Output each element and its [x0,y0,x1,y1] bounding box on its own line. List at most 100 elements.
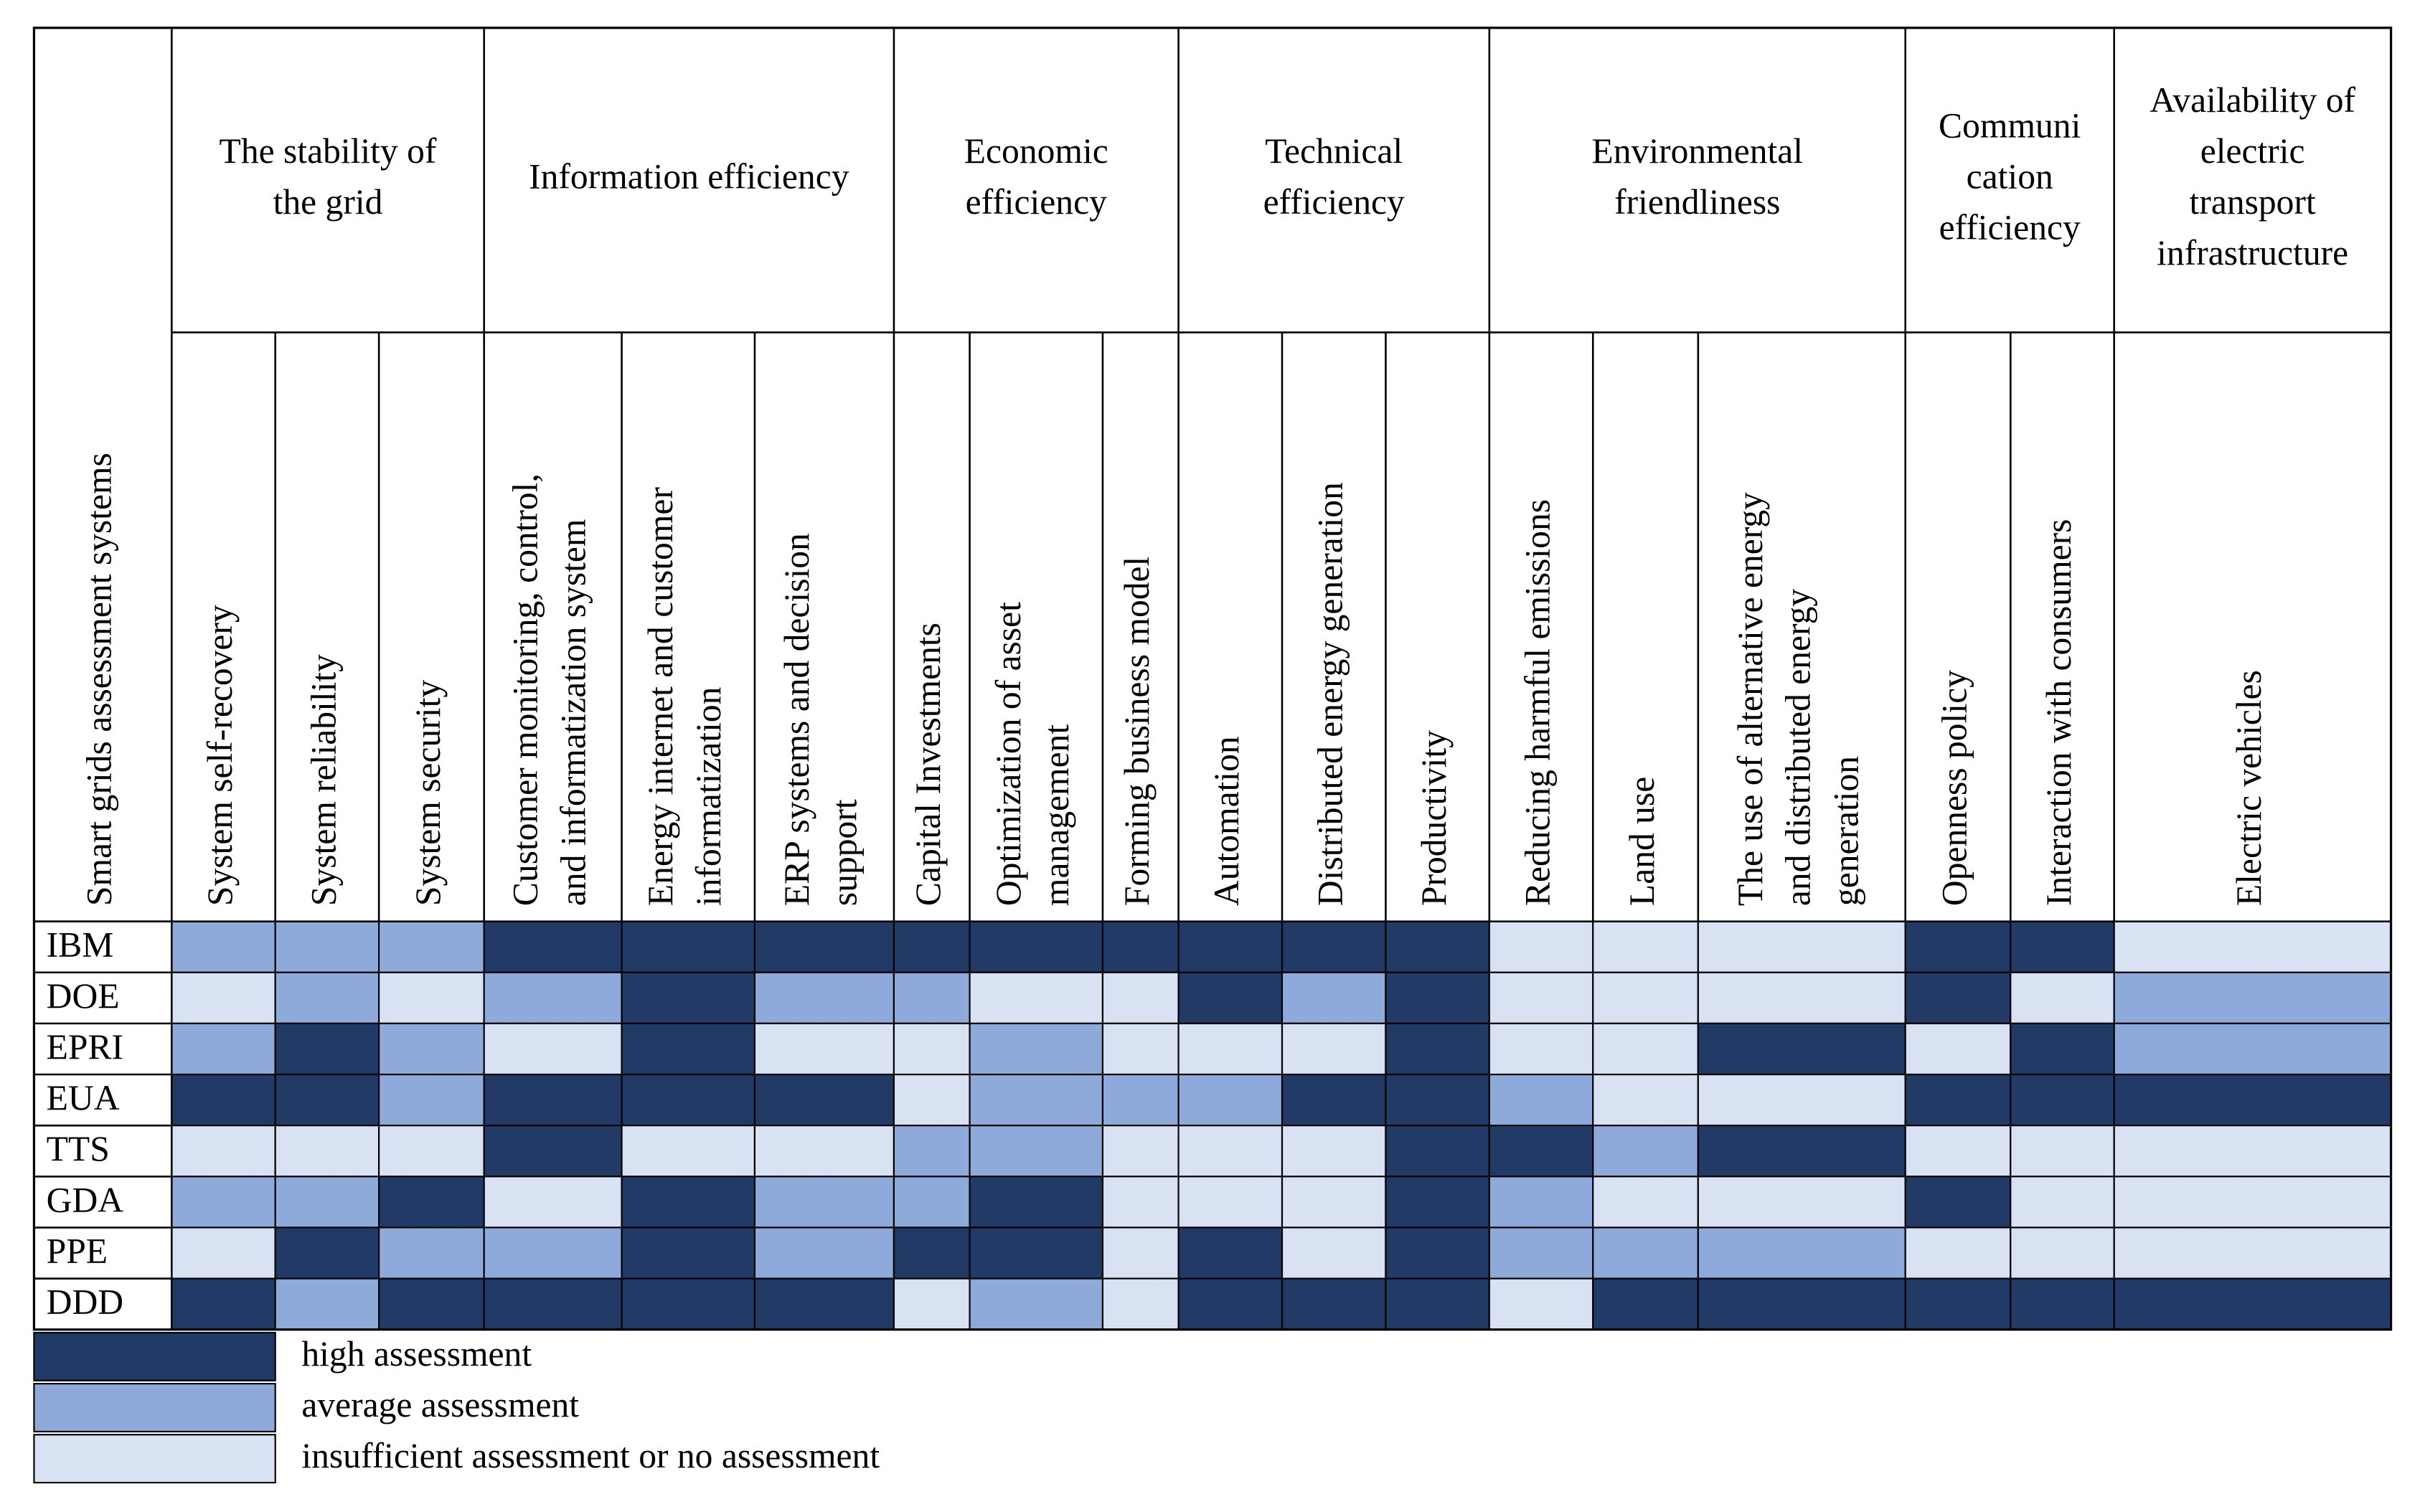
cell [893,920,971,973]
cell [483,1125,623,1178]
cell [893,1227,971,1280]
group-header: Technical [1265,131,1403,171]
group-header: Environmental [1592,131,1804,171]
group-header: Information efficiency [529,156,849,196]
cell [274,971,380,1024]
column-header: The use of alternative energy [1731,492,1770,906]
cell [171,1227,276,1280]
cell [1904,1125,2012,1178]
column-header: System self-recovery [200,605,240,906]
legend-label: insufficient assessment or no assessment [301,1436,880,1475]
cell [1904,1277,2012,1331]
cell [274,1073,380,1127]
cell [1904,971,2012,1024]
column-header: support [825,799,865,906]
cell [893,1125,971,1178]
column-header: ERP systems and decision [777,533,816,906]
cell [893,1277,971,1331]
cell [1281,1125,1387,1178]
cell [1281,1022,1387,1076]
group-header: cation [1967,156,2053,196]
cell [1385,1125,1490,1178]
column-header: Energy internet and customer [641,487,680,906]
cell [378,1227,485,1280]
legend-label: average assessment [301,1385,579,1424]
cell [969,1277,1104,1331]
legend-swatch [33,1434,276,1484]
row-label: IBM [47,925,114,965]
cell [753,971,895,1024]
column-header: Interaction with consumers [2039,519,2078,907]
cell [378,920,485,973]
cell [1385,1022,1490,1076]
cell [1281,1073,1387,1127]
cell [378,1277,485,1331]
column-header: Distributed energy generation [1311,482,1350,906]
cell [1101,1277,1179,1331]
cell [378,1176,485,1229]
cell [483,1227,623,1280]
cell [893,1176,971,1229]
cell [1592,1073,1699,1127]
column-header: informatization [689,686,728,906]
cell [621,1073,756,1127]
cell [1488,920,1594,973]
cell [1488,1073,1594,1127]
group-header: efficiency [1263,182,1405,222]
cell [1697,1022,1906,1076]
cell [1177,1227,1284,1280]
group-header: The stability of [220,131,437,171]
column-header: and informatization system [553,519,593,907]
cell [171,1022,276,1076]
cell [274,1176,380,1229]
cell [1697,1277,1906,1331]
cell [2113,1073,2392,1127]
cell [621,1277,756,1331]
cell [1904,1176,2012,1229]
cell [969,1125,1104,1178]
cell [1177,971,1284,1024]
group-header: transport [2190,182,2316,222]
cell [171,1125,276,1178]
row-label: DDD [47,1282,123,1322]
column-header: Openness policy [1934,670,1974,906]
cell [1101,1022,1179,1076]
group-header: friendliness [1614,182,1780,222]
cell [1177,1277,1284,1331]
column-header: Capital Investments [908,623,948,906]
cell [753,1022,895,1076]
row-label: DOE [47,976,120,1016]
cell [893,1073,971,1127]
cell [2113,1176,2392,1229]
column-header: Land use [1622,777,1662,906]
cell [1101,1176,1179,1229]
cell [2010,1022,2115,1076]
cell [2113,971,2392,1024]
cell [753,920,895,973]
cell [1697,1125,1906,1178]
cell [1904,920,2012,973]
cell [1101,920,1179,973]
column-header: System reliability [303,654,343,906]
cell [483,1176,623,1229]
cell [1488,1022,1594,1076]
cell [2010,920,2115,973]
cell [1281,971,1387,1024]
cell [1697,1176,1906,1229]
cell [969,1227,1104,1280]
cell [1385,1227,1490,1280]
cell [378,1073,485,1127]
cell [1488,1227,1594,1280]
group-header: efficiency [1939,208,2081,247]
column-header: Productivity [1414,730,1454,906]
cell [378,1022,485,1076]
group-header: infrastructure [2157,233,2348,273]
cell [1488,971,1594,1024]
row-label: EUA [47,1078,120,1118]
cell [621,1125,756,1178]
cell [2113,1227,2392,1280]
cell [893,1022,971,1076]
column-header: Optimization of asset [989,602,1028,906]
cell [2113,1022,2392,1076]
cell [1101,1227,1179,1280]
